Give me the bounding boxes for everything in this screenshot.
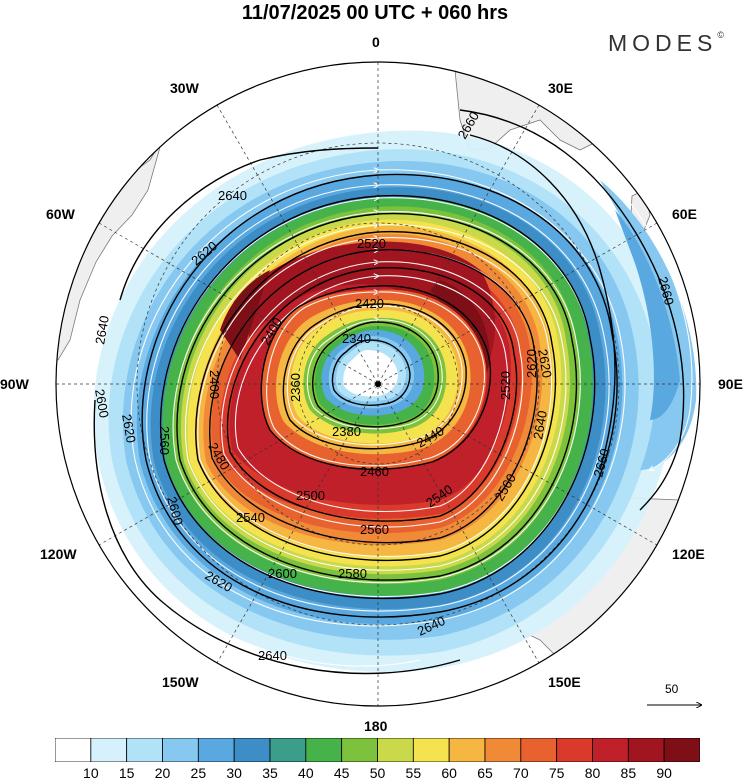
south-pole-marker	[375, 381, 381, 387]
reference-vector-label: 50	[665, 682, 679, 696]
colorbar-swatch	[233, 738, 271, 762]
contour-label: 2620	[524, 349, 539, 378]
contour-label: 2640	[92, 314, 112, 345]
label-60e: 60E	[672, 206, 697, 222]
contour-label: 2360	[288, 373, 303, 402]
colorbar-swatch	[126, 738, 163, 762]
colorbar-swatch	[269, 738, 307, 762]
colorbar-swatch	[341, 738, 378, 762]
colorbar-swatch	[556, 738, 593, 762]
contour-label: 2420	[355, 296, 384, 311]
colorbar-swatch	[592, 738, 629, 762]
wind-speed-shading	[93, 130, 697, 672]
brand-logo: MODES©	[608, 30, 724, 57]
colorbar-tick-label: 45	[333, 765, 350, 781]
colorbar-tick-label: 30	[226, 765, 242, 781]
contour-label: 2600	[92, 388, 112, 419]
brand-mark: ©	[717, 30, 724, 40]
colorbar-swatch	[412, 738, 450, 762]
contour-label: 2500	[296, 488, 325, 503]
colorbar-tick-label: 25	[190, 765, 207, 781]
contour-label: 2620	[119, 413, 139, 444]
colorbar-tick-label: 15	[118, 765, 135, 781]
label-90w: 90W	[0, 376, 29, 392]
polar-map: 2660 2640 2620 2520 2420 2400 2340 2360 …	[55, 61, 701, 707]
label-30w: 30W	[170, 80, 199, 96]
map-disk: 2660 2640 2620 2520 2420 2400 2340 2360 …	[56, 62, 700, 706]
colorbar-swatch	[162, 738, 199, 762]
colorbar-tick-label: 50	[369, 765, 386, 781]
colorbar-tick-labels: 10 15 20 25 30 35 40 45 50 55 60 65 70 75 80 85 90	[0, 765, 750, 782]
contour-label: 2600	[268, 566, 297, 581]
height-contours	[93, 109, 685, 675]
colorbar-swatch	[377, 738, 414, 762]
label-120e: 120E	[672, 546, 705, 562]
colorbar-tick-label: 40	[298, 765, 314, 781]
contour-label: 2660	[655, 275, 677, 307]
contour-label: 2560	[360, 522, 389, 537]
colorbar-tick-label: 60	[441, 765, 457, 781]
colorbar-swatch	[305, 738, 343, 762]
label-150w: 150W	[162, 674, 199, 690]
contour-label: 2460	[360, 464, 389, 479]
contour-label: 2520	[498, 371, 513, 400]
colorbar-swatch	[90, 738, 128, 762]
brand-name: MODES	[608, 30, 718, 56]
colorbar-swatch	[197, 738, 235, 762]
contour-label: 2340	[342, 331, 371, 346]
label-30e: 30E	[548, 80, 573, 96]
colorbar-tick-label: 80	[584, 765, 601, 781]
label-120w: 120W	[40, 546, 77, 562]
contour-label: 2640	[218, 188, 247, 203]
contour-label: 2580	[338, 566, 367, 581]
colorbar-tick-label: 85	[620, 765, 637, 781]
colorbar-swatch	[663, 738, 700, 762]
contour-label: 2640	[530, 409, 550, 440]
contour-label: 2640	[258, 648, 287, 663]
contour-label: 2660	[590, 447, 612, 479]
colorbar-swatch	[55, 738, 92, 762]
colorbar-tick-label: 20	[154, 765, 171, 781]
colorbar-tick-label: 10	[83, 765, 99, 781]
colorbar-tick-label: 65	[477, 765, 493, 781]
label-60w: 60W	[46, 206, 75, 222]
contour-label: 2540	[236, 510, 265, 525]
map-border	[55, 61, 701, 707]
colorbar-swatch	[627, 738, 665, 762]
colorbar-swatch	[484, 738, 522, 762]
label-180: 180	[364, 718, 388, 734]
contour-label: 2400	[207, 370, 222, 399]
label-150e: 150E	[548, 674, 581, 690]
contour-label: 2380	[332, 424, 361, 439]
colorbar-tick-label: 90	[656, 765, 672, 781]
colorbar-tick-label: 35	[262, 765, 278, 781]
contour-label: 2620	[535, 348, 555, 379]
colorbar-tick-label: 70	[513, 765, 529, 781]
contour-label: 2560	[157, 426, 172, 455]
label-90e: 90E	[718, 376, 743, 392]
colorbar-tick-label: 75	[548, 765, 565, 781]
reference-vector: 50	[645, 680, 705, 720]
contour-label: 2600	[164, 495, 186, 527]
label-0: 0	[372, 34, 380, 50]
colorbar-tick-label: 55	[405, 765, 422, 781]
colorbar	[55, 738, 700, 762]
colorbar-swatch	[448, 738, 486, 762]
contour-label: 2520	[357, 236, 386, 251]
map-title: 11/07/2025 00 UTC + 060 hrs	[241, 2, 509, 24]
colorbar-swatch	[520, 738, 558, 762]
